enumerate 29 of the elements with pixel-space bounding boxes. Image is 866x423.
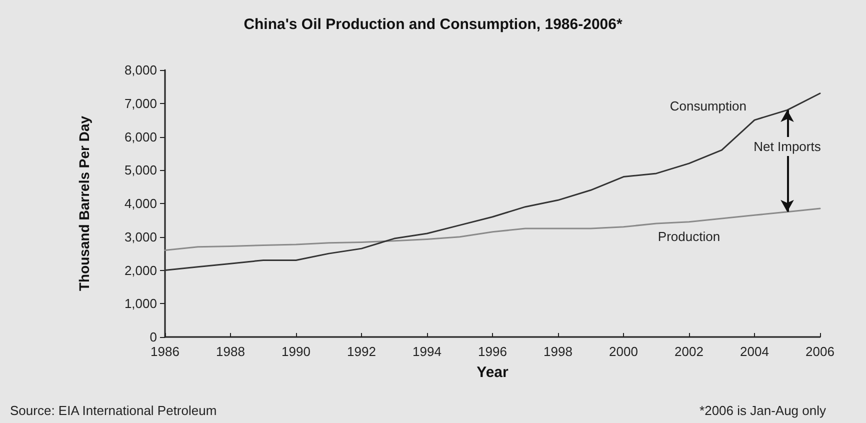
x-tick-label: 1998 <box>544 344 572 359</box>
y-tick-label: 6,000 <box>124 129 157 144</box>
x-tick-label: 1986 <box>150 344 180 359</box>
y-tick-label: 3,000 <box>124 229 157 244</box>
x-tick-label: 2004 <box>740 344 769 359</box>
x-tick-label: 1996 <box>478 344 507 359</box>
source-note: Source: EIA International Petroleum <box>10 403 217 418</box>
x-axis-title: Year <box>476 364 509 381</box>
x-tick-label: 1988 <box>216 344 245 359</box>
series-label: Production <box>658 228 720 244</box>
y-axis-title: Thousand Barrels Per Day <box>76 116 92 292</box>
x-tick-label: 1990 <box>282 344 310 359</box>
y-tick-label: 5,000 <box>124 162 157 178</box>
x-tick-label: 1994 <box>412 344 442 359</box>
chart-title: China's Oil Production and Consumption, 1986-2006* <box>244 16 622 33</box>
y-tick-label: 0 <box>150 330 157 344</box>
text: *2006 is Jan-Aug only <box>700 403 826 418</box>
x-tick-label: 1992 <box>347 344 376 359</box>
y-tick-label: 4,000 <box>124 196 157 211</box>
x-tick-label: 2006 <box>806 344 834 359</box>
series-label: Consumption <box>670 98 746 114</box>
annotation: Net Imports <box>754 138 822 154</box>
y-tick-label: 8,000 <box>124 62 157 78</box>
y-tick-label: 2,000 <box>124 262 157 278</box>
x-tick-label: 2000 <box>609 344 638 359</box>
y-tick-label: 1,000 <box>124 296 157 312</box>
x-tick-label: 2002 <box>674 344 704 359</box>
line-series <box>164 92 821 271</box>
y-tick-label: 7,000 <box>124 96 157 111</box>
